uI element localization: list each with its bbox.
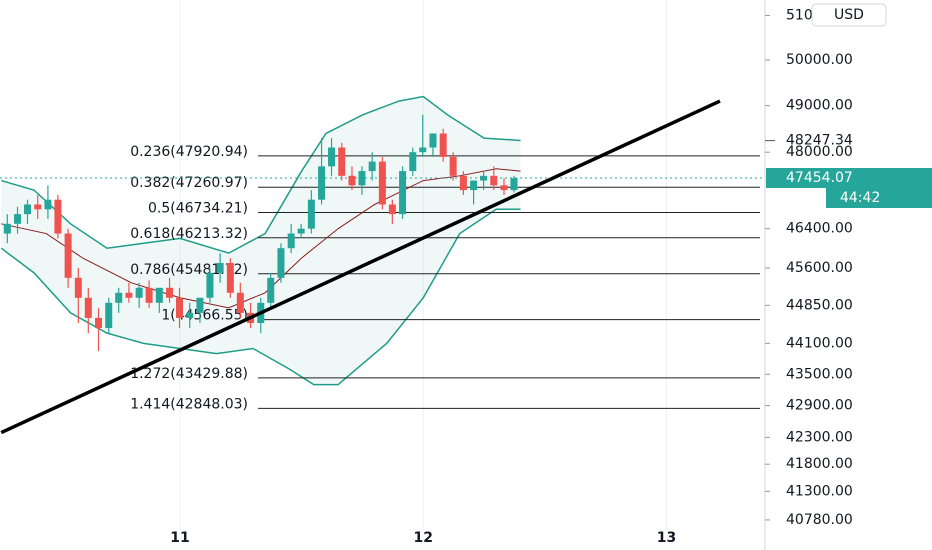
candle-body — [287, 233, 295, 249]
y-tick-label: 40780.00 — [786, 512, 853, 528]
y-tick-label: 49000.00 — [786, 98, 853, 114]
candle-body — [338, 147, 346, 176]
candle-body — [23, 204, 31, 215]
candle-body — [429, 133, 437, 148]
fib-label: 1.414(42848.03) — [130, 396, 248, 412]
candle-body — [115, 292, 123, 303]
last-price-tag — [766, 167, 932, 188]
candle-body — [95, 317, 103, 329]
candle-body — [216, 262, 224, 273]
candle-body — [328, 147, 336, 167]
candle-body — [277, 248, 285, 278]
candle-body — [399, 171, 407, 215]
candle-body — [64, 233, 72, 278]
y-tick-label: 42300.00 — [786, 429, 853, 445]
fib-label: 0.618(46213.32) — [130, 226, 248, 242]
candle-body — [155, 287, 163, 303]
candle-body — [54, 199, 62, 234]
candle-body — [459, 175, 467, 191]
candle-body — [34, 204, 42, 210]
x-tick-label: 13 — [657, 530, 676, 546]
candle-body — [348, 175, 356, 186]
candle-body — [176, 297, 184, 318]
candle-body — [307, 199, 315, 229]
fib-label: 0.382(47260.97) — [130, 175, 248, 191]
candle-body — [500, 185, 508, 191]
currency-label: USD — [834, 7, 864, 23]
x-tick-label: 11 — [170, 530, 189, 546]
candle-body — [74, 277, 82, 298]
fib-label: 0.5(46734.21) — [148, 200, 248, 216]
candle-body — [510, 178, 518, 191]
y-tick-label: 45600.00 — [786, 260, 853, 276]
candle-body — [378, 161, 386, 205]
candle-body — [186, 312, 194, 318]
candle-body — [84, 297, 92, 318]
bollinger-upper — [1, 95, 521, 254]
candle-body — [449, 156, 457, 176]
countdown-label: 44:42 — [840, 190, 880, 206]
candle-body — [236, 292, 244, 313]
candle-body — [135, 287, 143, 298]
candle-body — [318, 166, 326, 200]
candle-body — [470, 180, 478, 191]
fib-label: 0.236(47920.94) — [130, 144, 248, 160]
candle-body — [388, 204, 396, 215]
y-tick-label: 42900.00 — [786, 398, 853, 414]
candle-body — [105, 302, 113, 329]
candle-body — [358, 171, 366, 186]
candle-body — [196, 297, 204, 313]
y-tick-label: 41300.00 — [786, 483, 853, 499]
candle-body — [490, 175, 498, 186]
candle-body — [14, 214, 22, 224]
candle-body — [3, 223, 11, 234]
candle-body — [226, 262, 234, 293]
candle-body — [409, 152, 417, 172]
y-tick-label: 50000.00 — [786, 52, 853, 68]
x-tick-label: 12 — [414, 530, 433, 546]
candle-body — [368, 161, 376, 172]
currency-button-bg — [811, 3, 887, 27]
y-tick-label: 46400.00 — [786, 221, 853, 237]
candle-body — [166, 287, 174, 298]
last-price-label: 47454.07 — [786, 170, 853, 186]
candle-body — [419, 147, 427, 153]
y-tick-label: 44100.00 — [786, 335, 853, 351]
y-tick-label: 43500.00 — [786, 366, 853, 382]
candle-body — [125, 292, 133, 298]
fib-label: 1.272(43429.88) — [130, 366, 248, 382]
high-marker-label: 48247.34 — [786, 133, 853, 149]
y-tick-label: 48000.00 — [786, 144, 853, 160]
bollinger-lower — [0, 208, 521, 386]
currency-button[interactable]: USD — [811, 3, 887, 27]
candle-body — [267, 277, 275, 303]
band-fill — [1, 96, 521, 385]
candle-body — [206, 272, 214, 298]
candle-body — [44, 199, 52, 210]
fib-label: 1(44566.55) — [161, 308, 248, 324]
candle-body — [297, 228, 305, 234]
y-tick-label: 41800.00 — [786, 456, 853, 472]
candle-body — [439, 133, 447, 157]
y-tick-label: 44850.00 — [786, 297, 853, 313]
countdown-tag — [826, 187, 932, 208]
candle-body — [145, 287, 153, 303]
candle-body — [480, 175, 488, 181]
trendline — [0, 99, 721, 435]
